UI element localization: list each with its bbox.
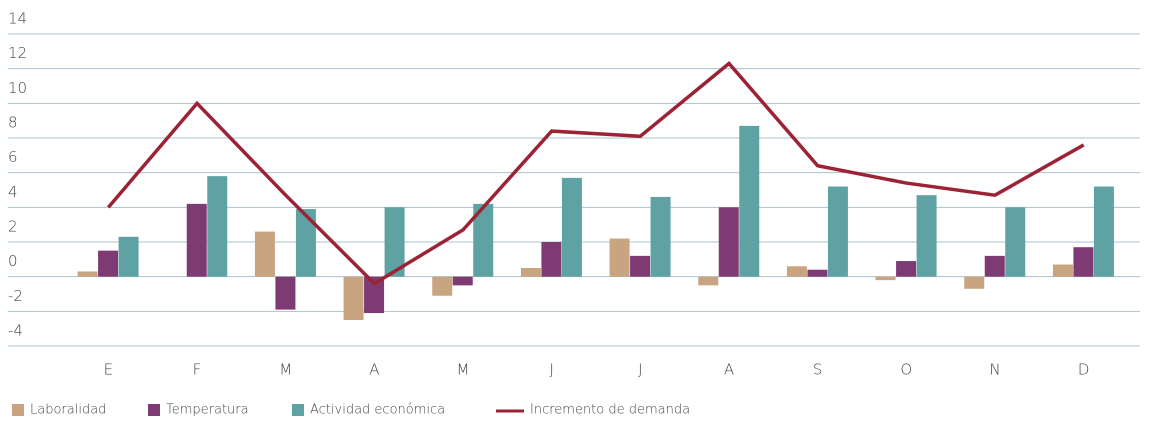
y-tick-label: -4 (8, 322, 23, 340)
x-tick-label: J (549, 361, 553, 379)
bar (718, 207, 739, 277)
bar (207, 176, 228, 277)
x-tick-label: J (638, 361, 642, 379)
bar (364, 276, 385, 314)
x-tick-label: E (104, 361, 113, 379)
bar (295, 209, 316, 277)
x-tick-label: O (900, 361, 912, 379)
bar (520, 268, 541, 277)
bar (98, 250, 119, 277)
x-tick-label: D (1078, 361, 1090, 379)
y-tick-label: 0 (8, 252, 18, 270)
bar (452, 276, 473, 286)
bar (650, 196, 671, 277)
legend-swatch (12, 404, 24, 416)
bar (384, 207, 405, 277)
bar (1073, 247, 1094, 277)
bar (807, 269, 828, 277)
x-tick-label: M (279, 361, 292, 379)
bar (77, 271, 98, 277)
x-tick-label: A (724, 361, 734, 379)
bar (984, 255, 1005, 277)
y-tick-label: 8 (8, 114, 18, 132)
y-tick-label: 6 (8, 148, 18, 166)
legend-swatch (148, 404, 160, 416)
bar (1052, 264, 1073, 277)
bar (541, 242, 562, 277)
y-tick-label: -2 (8, 287, 23, 305)
bar (698, 276, 719, 286)
y-tick-label: 4 (8, 183, 18, 201)
x-tick-label: A (369, 361, 379, 379)
legend-label: Actividad económica (310, 403, 445, 418)
bar (786, 266, 807, 277)
bar (186, 203, 207, 277)
legend-swatch (292, 404, 304, 416)
y-tick-label: 12 (8, 44, 27, 62)
bar (254, 231, 275, 277)
y-tick-label: 14 (8, 10, 27, 28)
x-tick-label: N (989, 361, 1000, 379)
bar (609, 238, 630, 277)
bar (630, 255, 651, 277)
bar (896, 261, 917, 277)
legend-label: Incremento de demanda (530, 403, 690, 418)
bar (827, 186, 848, 277)
x-tick-label: M (457, 361, 470, 379)
line (107, 61, 1085, 286)
x-tick-label: S (813, 361, 823, 379)
bar (118, 236, 139, 277)
bar (343, 276, 364, 320)
bar (1005, 207, 1026, 277)
bar (739, 125, 760, 277)
bar (432, 276, 453, 296)
y-tick-label: 2 (8, 218, 18, 236)
y-tick-label: 10 (8, 79, 27, 97)
bar (473, 203, 494, 277)
x-tick-label: F (193, 361, 202, 379)
bar (875, 276, 896, 281)
bar (916, 195, 937, 277)
bar (1093, 186, 1114, 277)
legend-label: Temperatura (166, 403, 249, 418)
legend-label: Laboralidad (30, 403, 106, 418)
bar (275, 276, 296, 310)
bar (561, 177, 582, 277)
bar (964, 276, 985, 289)
